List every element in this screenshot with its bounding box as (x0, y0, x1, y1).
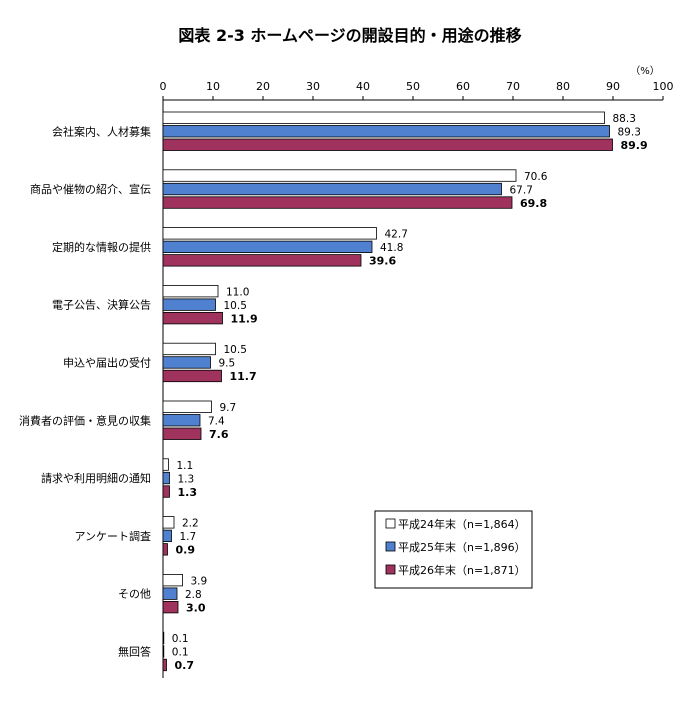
data-label-series-3: 0.7 (175, 659, 195, 672)
bar-series-2 (162, 587, 178, 600)
bar-series-1 (162, 458, 169, 471)
data-label-series-2: 67.7 (510, 184, 533, 196)
category-label: 申込や届出の受付 (63, 355, 151, 369)
data-label-series-2: 1.3 (178, 473, 195, 485)
category-label: 商品や催物の紹介、宣伝 (30, 182, 151, 196)
bar-series-2 (162, 182, 502, 196)
data-label-series-1: 10.5 (224, 344, 247, 356)
x-tick-label: 70 (506, 80, 520, 93)
category-label: 定期的な情報の提供 (52, 240, 151, 254)
data-label-series-3: 1.3 (178, 486, 198, 499)
category-label: アンケート調査 (74, 529, 151, 543)
bar-series-1 (162, 111, 605, 124)
data-label-series-3: 39.6 (369, 255, 396, 268)
bar-series-3 (162, 311, 223, 325)
data-label-series-1: 1.1 (177, 460, 194, 472)
bar-series-3 (162, 543, 168, 556)
category-label: その他 (118, 588, 151, 601)
bar-series-3 (162, 427, 202, 440)
data-label-series-2: 10.5 (224, 300, 247, 312)
x-tick-labels: 0 10 20 30 40 50 60 70 80 90 100 (160, 80, 674, 93)
category-label: 会社案内、人材募集 (52, 124, 151, 138)
data-label-series-2: 89.3 (618, 127, 641, 139)
bar-series-1 (162, 516, 175, 529)
category-label: 無回答 (118, 644, 151, 658)
bar-series-1 (162, 169, 517, 182)
legend-swatch (385, 541, 396, 552)
category-labels: 会社案内、人材募集商品や催物の紹介、宣伝定期的な情報の提供電子公告、決算公告申込… (19, 124, 151, 658)
data-label-series-1: 88.3 (613, 113, 636, 125)
bar-series-3 (162, 138, 613, 151)
bar-series-3 (162, 485, 170, 498)
plot-area: 88.3 89.389.9 70.667.769.8 42.741.839.6 11.0… (162, 96, 664, 678)
data-label-series-2: 7.4 (208, 416, 225, 428)
x-tick-label: 100 (653, 80, 674, 93)
legend-label: 平成25年末（n=1,896） (398, 540, 526, 554)
bar-series-1 (162, 631, 165, 645)
x-tick-label: 90 (606, 80, 620, 93)
x-tick-label: 10 (206, 80, 220, 93)
data-label-series-2: 41.8 (380, 242, 403, 254)
data-label-series-1: 11.0 (226, 286, 249, 298)
legend: 平成24年末（n=1,864） 平成25年末（n=1,896） 平成26年末（n=1… (374, 510, 533, 589)
data-label-series-1: 42.7 (385, 229, 408, 241)
bar-series-3 (162, 369, 222, 383)
category-label: 請求や利用明細の通知 (41, 471, 151, 485)
category-label: 消費者の評価・意見の収集 (19, 413, 151, 427)
legend-label: 平成26年末（n=1,871） (398, 563, 526, 577)
legend-swatch (385, 564, 396, 575)
data-label-series-3: 11.9 (231, 312, 258, 325)
data-label-series-3: 0.9 (176, 544, 196, 557)
bar-series-1 (162, 284, 219, 298)
bar-series-2 (162, 356, 211, 369)
bar-series-2 (162, 645, 165, 658)
bar-series-2 (162, 125, 610, 138)
data-label-series-3: 89.9 (621, 139, 648, 152)
bar-series-2 (162, 471, 170, 485)
bar-series-2 (162, 529, 172, 542)
bar-series-3 (162, 601, 179, 614)
data-label-series-3: 69.8 (520, 197, 547, 210)
bar-series-2 (162, 240, 373, 254)
data-label-series-3: 7.6 (209, 428, 229, 441)
bar-series-2 (162, 414, 201, 427)
bar-series-1 (162, 342, 216, 356)
data-label-series-1: 0.1 (172, 633, 189, 645)
bar-series-1 (162, 227, 377, 240)
data-label-series-2: 9.5 (219, 358, 236, 370)
category-label: 電子公告、決算公告 (52, 298, 151, 312)
x-tick-label: 40 (356, 80, 370, 93)
data-label-series-3: 3.0 (186, 601, 206, 614)
bar-series-3 (162, 196, 513, 209)
data-label-series-2: 0.1 (172, 647, 189, 659)
bar-series-2 (162, 298, 216, 311)
x-tick-label: 0 (160, 80, 167, 93)
bar-series-3 (162, 254, 362, 267)
legend-box (374, 510, 533, 589)
legend-swatch (385, 518, 396, 529)
data-label-series-3: 11.7 (230, 370, 257, 383)
data-label-series-1: 70.6 (524, 171, 548, 183)
bar-series-1 (162, 400, 212, 413)
bar-series-1 (162, 574, 183, 587)
x-tick-label: 20 (256, 80, 270, 93)
legend-label: 平成24年末（n=1,864） (398, 517, 526, 531)
x-tick-label: 80 (556, 80, 570, 93)
x-tick-label: 30 (306, 80, 320, 93)
x-tick-label: 60 (456, 80, 470, 93)
bar-series-3 (162, 658, 167, 672)
data-label-series-1: 3.9 (191, 575, 208, 587)
chart-title: 図表 2-3 ホームページの開設目的・用途の推移 (178, 26, 522, 45)
data-label-series-2: 2.8 (185, 589, 202, 601)
data-label-series-1: 9.7 (220, 402, 237, 414)
unit-label: （%） (630, 65, 660, 77)
data-label-series-2: 1.7 (180, 531, 197, 543)
data-label-series-1: 2.2 (182, 518, 199, 530)
x-tick-label: 50 (406, 80, 420, 93)
